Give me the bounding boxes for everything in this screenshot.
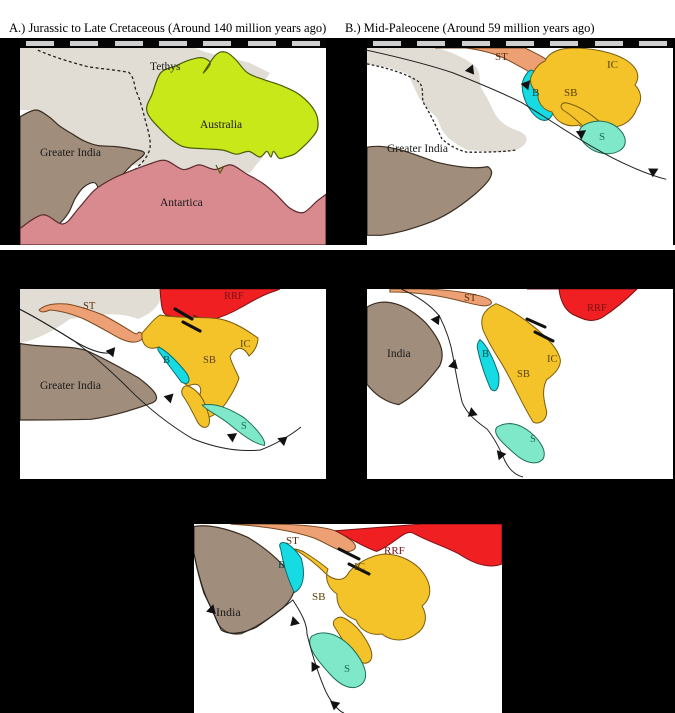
svg-text:ST: ST: [286, 535, 299, 547]
svg-text:B: B: [532, 87, 539, 99]
svg-text:ST: ST: [464, 293, 477, 304]
svg-text:SB: SB: [517, 369, 530, 380]
svg-text:Greater India: Greater India: [40, 380, 101, 392]
svg-text:SB: SB: [564, 87, 577, 99]
svg-text:RRF: RRF: [587, 303, 607, 314]
svg-text:Greater India: Greater India: [387, 143, 448, 155]
svg-text:ST: ST: [83, 301, 96, 312]
svg-text:SB: SB: [203, 355, 216, 366]
svg-text:RRF: RRF: [384, 545, 405, 557]
svg-text:S: S: [530, 434, 536, 445]
svg-text:IC: IC: [547, 354, 558, 365]
svg-text:Australia: Australia: [200, 119, 242, 131]
svg-text:India: India: [387, 348, 411, 360]
svg-text:S: S: [344, 663, 350, 675]
svg-text:S: S: [241, 421, 247, 432]
svg-text:B: B: [163, 355, 170, 366]
svg-text:Tethys: Tethys: [150, 61, 181, 73]
svg-text:B: B: [482, 349, 489, 360]
svg-text:IC: IC: [354, 561, 365, 573]
svg-text:RRF: RRF: [224, 291, 244, 302]
svg-text:B: B: [278, 559, 285, 571]
svg-text:IC: IC: [240, 339, 251, 350]
svg-text:Greater India: Greater India: [40, 147, 101, 159]
svg-text:S: S: [599, 131, 605, 143]
svg-text:IC: IC: [607, 59, 618, 71]
svg-text:ST: ST: [495, 51, 508, 63]
svg-text:India: India: [216, 605, 241, 619]
svg-text:Antartica: Antartica: [160, 197, 203, 209]
svg-text:SB: SB: [312, 591, 325, 603]
